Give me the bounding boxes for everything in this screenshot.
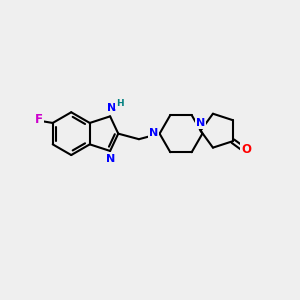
Text: H: H bbox=[116, 99, 123, 108]
Text: O: O bbox=[241, 143, 251, 156]
Text: N: N bbox=[196, 118, 205, 128]
Text: N: N bbox=[149, 128, 158, 138]
Text: N: N bbox=[107, 103, 116, 113]
Text: N: N bbox=[106, 154, 115, 164]
Text: F: F bbox=[35, 113, 43, 127]
